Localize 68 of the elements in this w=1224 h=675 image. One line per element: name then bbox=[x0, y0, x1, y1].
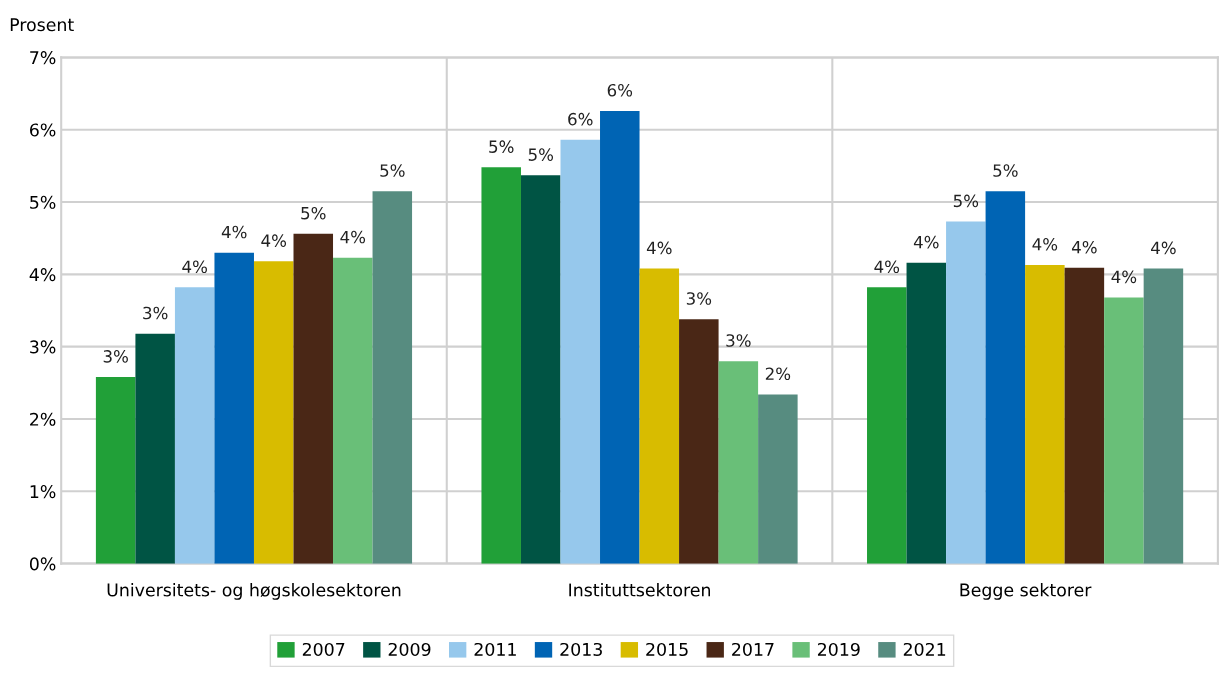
bar bbox=[1064, 267, 1105, 564]
data-label: 5% bbox=[489, 140, 514, 153]
legend-label: 2019 bbox=[817, 642, 860, 657]
legend-label: 2017 bbox=[732, 642, 774, 657]
legend-label: 2011 bbox=[474, 642, 516, 657]
legend-label: 2015 bbox=[646, 642, 688, 657]
bar bbox=[867, 287, 907, 564]
data-label: 4% bbox=[1032, 237, 1058, 251]
y-tick-label: 6% bbox=[30, 123, 56, 137]
y-axis-title: Prosent bbox=[10, 18, 74, 32]
legend-label: 2021 bbox=[903, 642, 946, 657]
bar bbox=[560, 139, 601, 564]
bar bbox=[135, 333, 175, 564]
legend-label: 2007 bbox=[302, 642, 345, 657]
data-label: 4% bbox=[221, 225, 247, 239]
bar bbox=[1104, 297, 1144, 564]
data-label: 4% bbox=[1151, 241, 1176, 255]
data-label: 3% bbox=[103, 350, 128, 363]
bar bbox=[95, 377, 136, 564]
bar bbox=[1143, 268, 1184, 564]
data-label: 4% bbox=[182, 260, 207, 274]
data-label: 4% bbox=[913, 235, 939, 249]
bar bbox=[253, 261, 294, 564]
legend-label: 2009 bbox=[388, 642, 431, 657]
data-label: 4% bbox=[646, 241, 672, 255]
bar bbox=[214, 252, 254, 564]
bar bbox=[946, 221, 986, 564]
bar bbox=[372, 191, 413, 564]
data-label: 3% bbox=[143, 306, 168, 320]
y-tick-label: 5% bbox=[30, 195, 56, 209]
y-tick-label: 0% bbox=[29, 557, 56, 571]
bar bbox=[679, 319, 719, 564]
data-label: 4% bbox=[340, 230, 366, 244]
bar bbox=[1025, 264, 1065, 564]
data-label: 3% bbox=[726, 334, 751, 347]
x-tick-label: Begge sektorer bbox=[960, 583, 1092, 600]
data-label: 5% bbox=[993, 164, 1018, 177]
data-label: 3% bbox=[686, 292, 712, 305]
legend-label: 2013 bbox=[560, 642, 602, 657]
x-tick-label: Universitets- og høgskolesektoren bbox=[107, 583, 401, 600]
data-label: 2% bbox=[765, 367, 791, 381]
data-label: 6% bbox=[607, 83, 633, 97]
bar bbox=[333, 257, 373, 564]
bar bbox=[174, 287, 215, 564]
data-label: 4% bbox=[1071, 240, 1097, 254]
bar bbox=[481, 167, 521, 564]
x-tick-label: Instituttsektoren bbox=[569, 583, 710, 597]
data-label: 4% bbox=[261, 234, 287, 247]
data-label: 5% bbox=[301, 206, 326, 220]
bar bbox=[520, 175, 561, 564]
data-label: 5% bbox=[380, 164, 405, 177]
bar bbox=[758, 394, 798, 564]
bar bbox=[639, 268, 680, 564]
y-tick-label: 4% bbox=[29, 268, 56, 282]
y-tick-label: 2% bbox=[30, 412, 56, 426]
bar bbox=[600, 110, 640, 564]
bar bbox=[906, 262, 947, 564]
y-tick-label: 7% bbox=[30, 51, 56, 65]
data-label: 5% bbox=[953, 194, 979, 208]
data-label: 4% bbox=[874, 260, 900, 274]
data-label: 6% bbox=[568, 112, 593, 126]
y-tick-label: 3% bbox=[30, 340, 56, 354]
bar bbox=[293, 233, 334, 564]
y-tick-label: 1% bbox=[30, 485, 56, 499]
data-label: 5% bbox=[528, 148, 554, 161]
bar bbox=[985, 191, 1026, 564]
bar bbox=[718, 361, 759, 564]
data-label: 4% bbox=[1111, 270, 1137, 284]
